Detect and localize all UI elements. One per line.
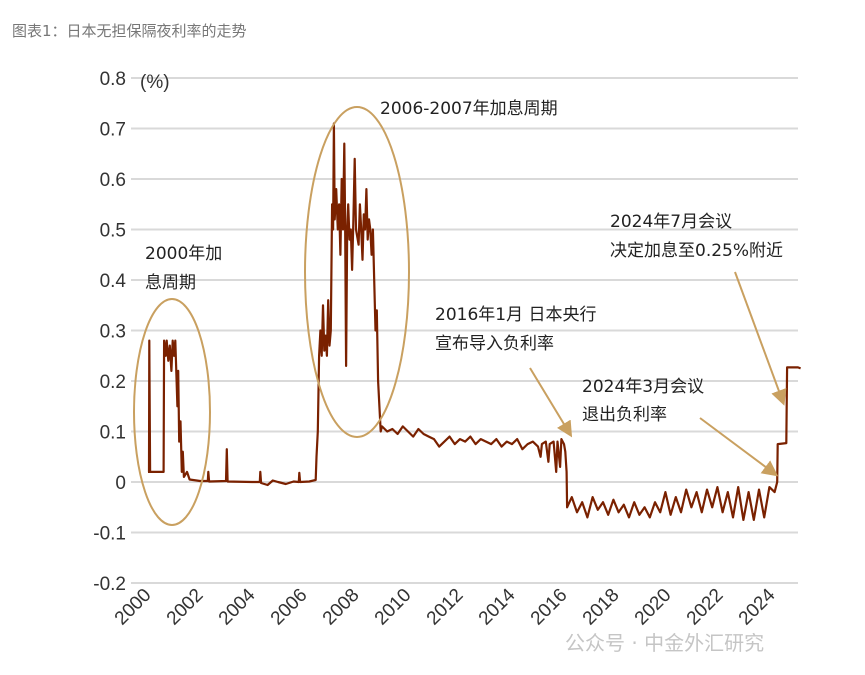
annotation-arrow bbox=[734, 271, 787, 406]
x-tick-label: 2004 bbox=[215, 584, 260, 629]
annotation-text: 2024年7月会议 bbox=[610, 212, 732, 232]
annotation-text: 2016年1月 日本央行 bbox=[435, 305, 596, 325]
y-tick-label: 0.8 bbox=[100, 69, 126, 90]
annotation-text: 宣布导入负利率 bbox=[435, 334, 554, 354]
x-tick-label: 2010 bbox=[371, 585, 416, 630]
y-tick-label: 0.2 bbox=[100, 372, 126, 393]
series-line bbox=[147, 122, 801, 521]
x-tick-label: 2012 bbox=[423, 585, 468, 630]
y-tick-label: 0.3 bbox=[100, 322, 126, 343]
annotation-text: 决定加息至0.25%附近 bbox=[610, 241, 783, 261]
x-tick-label: 2014 bbox=[475, 584, 520, 629]
y-tick-label: -0.1 bbox=[93, 524, 126, 545]
x-tick-label: 2002 bbox=[163, 585, 208, 630]
annotation-text: 息周期 bbox=[145, 273, 196, 293]
y-tick-label: -0.2 bbox=[93, 574, 126, 595]
figure-title: 图表1：日本无担保隔夜利率的走势 bbox=[12, 22, 247, 40]
annotation-text: 退出负利率 bbox=[582, 405, 667, 425]
annotation-text: 2000年加 bbox=[145, 244, 222, 264]
annotation-ellipse bbox=[304, 106, 410, 438]
y-tick-label: 0.1 bbox=[100, 423, 126, 444]
x-tick-label: 2020 bbox=[631, 585, 676, 630]
annotation-ellipse bbox=[133, 298, 211, 526]
watermark: 公众号 · 中金外汇研究 bbox=[565, 631, 765, 655]
x-tick-label: 2018 bbox=[579, 585, 624, 630]
x-tick-label: 2016 bbox=[527, 585, 572, 630]
y-tick-label: 0.6 bbox=[100, 170, 126, 191]
x-tick-label: 2008 bbox=[319, 585, 364, 630]
y-tick-label: 0.5 bbox=[100, 221, 126, 242]
x-tick-label: 2006 bbox=[267, 585, 312, 630]
annotation-arrow bbox=[529, 367, 573, 438]
annotation-arrow bbox=[699, 417, 779, 477]
y-tick-label: 0.7 bbox=[100, 120, 126, 141]
y-tick-label: 0.4 bbox=[100, 271, 127, 292]
y-tick-label: 0 bbox=[115, 473, 126, 494]
annotation-text: 2024年3月会议 bbox=[582, 377, 704, 397]
annotation-text: 2006-2007年加息周期 bbox=[380, 99, 558, 119]
y-unit-label: (%) bbox=[140, 72, 170, 93]
x-tick-label: 2024 bbox=[735, 584, 780, 629]
x-tick-label: 2022 bbox=[683, 585, 728, 630]
